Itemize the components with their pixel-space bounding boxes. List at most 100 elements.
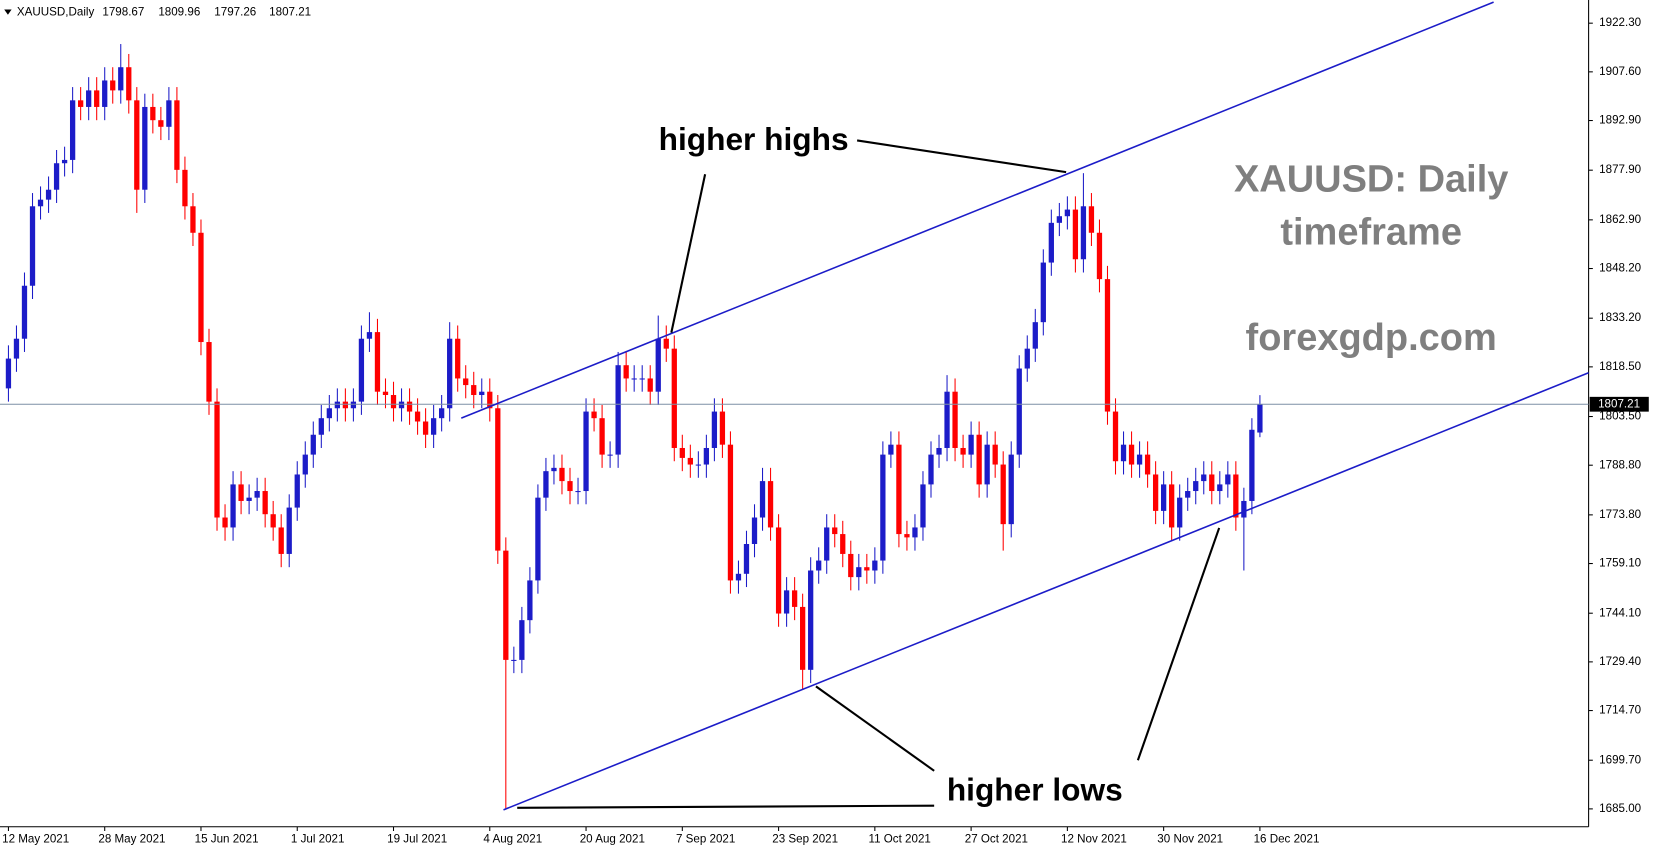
candle-body (719, 411, 726, 445)
candle-body (166, 100, 172, 127)
y-tick-label: 1877.90 (1599, 163, 1641, 176)
candle-body (952, 391, 958, 448)
candle-body (430, 418, 437, 435)
candle-body (1072, 209, 1079, 260)
candle-body (238, 484, 244, 501)
candle-body (102, 80, 108, 107)
candle-body (318, 418, 324, 435)
candle-body (37, 199, 44, 207)
candle-body (1257, 404, 1263, 433)
candle-body (78, 100, 84, 107)
candle-body (944, 391, 950, 448)
candle-body (904, 534, 910, 538)
x-tick-label: 20 Aug 2021 (580, 833, 645, 846)
y-tick-label: 1788.80 (1599, 458, 1641, 471)
candle-body (743, 544, 750, 574)
candle-body (334, 401, 340, 409)
watermark-title: timeframe (1280, 211, 1462, 253)
candle-body (382, 391, 389, 396)
header-low: 1797.26 (214, 6, 256, 19)
x-tick-label: 12 Nov 2021 (1061, 833, 1127, 846)
candle-body (1104, 279, 1111, 412)
candle-body (230, 484, 236, 528)
candle-body (687, 457, 693, 465)
candle-body (535, 497, 541, 581)
candle-body (816, 560, 822, 571)
candle-body (463, 378, 469, 386)
candle-body (1217, 484, 1223, 492)
y-tick-label: 1803.50 (1599, 410, 1641, 423)
candle-body (110, 80, 116, 91)
candle-body (1000, 464, 1006, 525)
candle-body (1209, 474, 1215, 492)
lower-trendline (503, 371, 1589, 811)
candle-body (848, 553, 854, 578)
candle-body (583, 411, 589, 492)
candle-body (439, 408, 445, 419)
x-tick-label: 4 Aug 2021 (483, 833, 542, 846)
candle-body (607, 454, 613, 456)
candle-body (872, 560, 878, 571)
candle-body (1032, 322, 1038, 349)
candle-body (422, 421, 429, 435)
candle-body (158, 120, 164, 127)
candle-body (928, 454, 934, 485)
candle-body (53, 163, 60, 190)
candle-body (1152, 474, 1159, 511)
candle-body (479, 391, 485, 396)
y-tick-label: 1907.60 (1599, 65, 1641, 78)
candle-body (679, 447, 685, 458)
header-high: 1809.96 (158, 6, 200, 19)
candle-body (767, 481, 774, 528)
candle-body (1008, 454, 1014, 525)
candle-body (511, 659, 517, 661)
candle-body (1136, 454, 1143, 465)
candle-body (214, 401, 220, 518)
candle-body (888, 444, 894, 455)
candle-body (519, 620, 525, 660)
candle-body (246, 497, 252, 501)
candle-body (727, 444, 734, 581)
x-tick-label: 12 May 2021 (2, 833, 69, 846)
candle-body (960, 447, 966, 455)
candle-body (775, 527, 782, 614)
candle-body (647, 378, 653, 392)
candle-body (591, 411, 597, 419)
candle-body (808, 570, 814, 670)
candle-body (1064, 209, 1071, 217)
candle-body (1249, 429, 1255, 501)
candle-body (1128, 444, 1135, 465)
x-tick-label: 19 Jul 2021 (387, 833, 447, 846)
candles: 1807.21 (0, 44, 1649, 809)
candle-body (567, 481, 573, 492)
candle-body (310, 434, 316, 455)
candle-body (134, 100, 140, 190)
candle-body (487, 391, 493, 409)
y-tick-label: 1862.90 (1599, 213, 1641, 226)
candle-body (551, 467, 557, 472)
candle-body (1096, 232, 1103, 280)
candle-body (1233, 474, 1239, 518)
candle-body (94, 90, 100, 107)
pointer-line (856, 139, 1067, 174)
candle-body (1169, 484, 1175, 528)
candle-body (1144, 454, 1151, 475)
candle-body (783, 590, 790, 614)
x-tick-label: 7 Sep 2021 (676, 833, 735, 846)
candle-body (615, 365, 621, 455)
menu-arrow[interactable] (4, 9, 12, 15)
candle-body (1225, 474, 1231, 485)
y-tick-label: 1922.30 (1599, 16, 1641, 29)
candle-body (527, 580, 533, 621)
candle-body (1048, 222, 1054, 263)
annotation: higher lows (947, 771, 1123, 807)
candle-body (711, 411, 718, 448)
candle-body (13, 338, 20, 359)
candle-body (671, 348, 677, 448)
candle-body (824, 527, 830, 561)
candle-body (342, 401, 349, 409)
candle-body (976, 434, 982, 485)
candle-body (968, 434, 974, 455)
